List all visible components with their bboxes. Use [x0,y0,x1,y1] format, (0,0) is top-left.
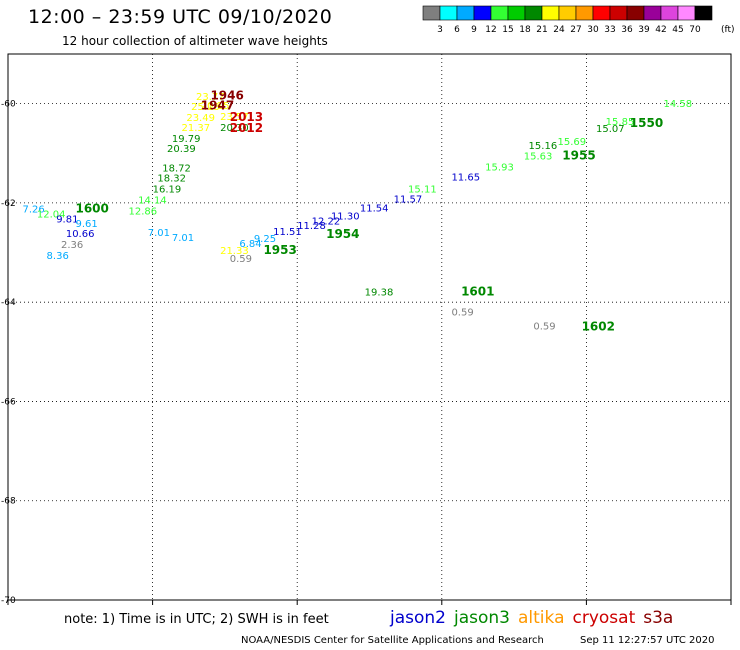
altimeter-plot: -165-162-159-156-153-15-60-62-64-66-68-7… [1,53,732,606]
wave-height-label: 20.15 [201,101,230,112]
wave-height-label: 21.37 [182,123,211,134]
wave-height-label: 15.11 [408,184,437,195]
wave-height-label: 11.65 [451,173,480,184]
time-label: 2013 [230,110,263,124]
footer-note: note: 1) Time is in UTC; 2) SWH is in fe… [64,612,329,627]
wave-height-label: 8.36 [47,251,69,262]
satellite-legend-s3a: s3a [643,608,674,628]
satellite-legend-altika: altika [518,608,565,628]
wave-height-label: 23.57 [220,112,249,123]
colorbar-tick-label: 42 [655,25,666,35]
satellite-legend: jason2 jason3 altika cryosat s3a [390,608,681,628]
wave-height-label: 20.39 [167,144,196,155]
footer-timestamp: Sep 11 12:27:57 UTC 2020 [580,635,715,646]
wave-height-label: 9.81 [56,214,78,225]
time-label: 1602 [582,319,615,333]
colorbar-tick-label: 21 [536,25,547,35]
time-label: 1953 [263,243,296,257]
wave-height-label: 11.30 [331,211,360,222]
wave-height-label: 12.22 [312,216,341,227]
wave-height-label: 25.13 [191,102,220,113]
wave-height-label: 0.59 [533,321,555,332]
colorbar-tick-label: 12 [485,25,496,35]
y-tick-label: -62 [1,199,16,209]
time-label: 2012 [230,121,263,135]
colorbar-legend: 3 6 9 12 15 18 21 24 27 30 33 36 39 42 45 70 (ft) [422,5,735,35]
colorbar-tick-label: 6 [454,25,460,35]
time-label: 1600 [75,201,108,215]
colorbar-tick-label: 45 [672,25,683,35]
wave-height-label: 9.61 [75,219,97,230]
y-tick-label: -64 [1,298,16,308]
plot-frame [7,53,732,601]
colorbar-tick-label: 39 [638,25,650,35]
y-tick-label: -70 [1,596,16,606]
satellite-legend-jason2: jason2 [390,608,446,628]
wave-height-label: 11.28 [297,221,326,232]
colorbar-tick-label: 33 [604,25,615,35]
wave-height-label: 0.59 [451,308,473,319]
wave-height-label: 7.01 [148,228,170,239]
wave-height-label: 6.84 [239,239,261,250]
wave-height-label: 15.07 [596,124,625,135]
colorbar-tick-label: 9 [471,25,477,35]
colorbar-tick-label: 18 [519,25,531,35]
satellite-legend-cryosat: cryosat [572,608,636,628]
time-label: 1601 [461,285,494,299]
time-label: 1955 [562,149,595,163]
chart-title: 12:00 – 23:59 UTC 09/10/2020 [28,6,333,28]
wave-height-label: 11.51 [273,227,302,238]
wave-height-label: 15.63 [524,152,553,163]
wave-height-label: 19.79 [172,134,201,145]
wave-height-label: 12.04 [37,209,66,220]
wave-height-label: 12.86 [129,206,158,217]
wave-height-label: 15.85 [606,117,635,128]
wave-height-label: 9.25 [254,234,276,245]
wave-height-label: 7.01 [172,233,194,244]
wave-height-label: 15.16 [529,141,558,152]
wave-height-label: 0.59 [230,254,252,265]
colorbar-tick-label: 3 [437,25,443,35]
colorbar-unit: (ft) [721,25,735,35]
wave-height-label: 11.57 [394,194,423,205]
time-label: 1947 [201,99,234,113]
y-tick-label: -66 [1,397,16,407]
colorbar-tick-label: 36 [621,25,633,35]
wave-height-label: 14.58 [664,99,693,110]
colorbar-tick-label: 70 [689,25,701,35]
colorbar-tick-label: 30 [587,25,599,35]
wave-height-label: 18.72 [162,164,191,175]
wave-height-label: 11.54 [360,203,389,214]
chart-subtitle: 12 hour collection of altimeter wave hei… [62,34,328,48]
wave-height-label: 23.77 [196,92,225,103]
wave-height-label: 20.30 [220,123,249,134]
wave-height-label: 10.66 [66,229,95,240]
satellite-legend-jason3: jason3 [454,608,510,628]
colorbar-tick-label: 24 [553,25,565,35]
wave-height-label: 23.49 [186,113,215,124]
wave-height-label: 15.69 [557,137,586,148]
wave-height-label: 7.26 [22,204,44,215]
colorbar-tick-label: 27 [570,25,581,35]
time-label: 1946 [210,89,243,103]
colorbar-tick-label: 15 [502,25,513,35]
wave-height-label: 19.38 [365,288,394,299]
wave-height-label: 16.19 [153,184,182,195]
wave-height-label: 2.36 [61,240,83,251]
wave-height-label: 15.93 [485,163,514,174]
time-label: 1954 [326,227,359,241]
wave-height-label: 21.33 [220,246,249,257]
footer-credit: NOAA/NESDIS Center for Satellite Applica… [241,635,544,646]
wave-height-label: 18.32 [157,174,186,185]
colorbar-swatch [694,5,713,21]
time-label: 1550 [630,116,663,130]
wave-height-label: 14.14 [138,195,167,206]
y-tick-label: -68 [1,497,16,507]
y-tick-label: -60 [1,100,16,110]
